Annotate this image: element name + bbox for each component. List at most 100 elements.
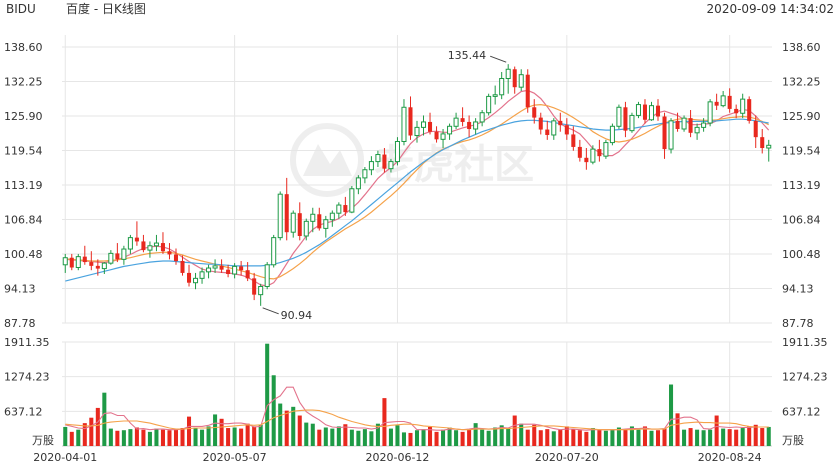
candle <box>623 101 628 138</box>
candle <box>362 167 368 184</box>
price-tick-label-left: 119.54 <box>4 145 43 158</box>
candle-body <box>434 131 439 140</box>
volume-bar <box>636 429 641 446</box>
price-tick-label-left: 100.48 <box>4 248 43 261</box>
candle-body <box>277 193 283 239</box>
candle-body <box>121 248 127 260</box>
candle-body <box>186 272 192 283</box>
candle-body <box>219 265 224 270</box>
candle-body <box>440 133 446 140</box>
candle <box>134 221 139 246</box>
candle-body <box>252 278 257 295</box>
candle <box>609 123 615 146</box>
volume-bar <box>571 429 576 446</box>
volume-bar <box>121 430 126 446</box>
candle-body <box>388 161 394 170</box>
candle-body <box>460 118 465 122</box>
volume-bar <box>551 431 556 446</box>
candle <box>434 126 439 143</box>
candle <box>310 207 316 233</box>
annotation-low-label: 90.94 <box>281 309 313 322</box>
annotation-leader <box>490 55 507 63</box>
candle <box>499 71 505 100</box>
volume-bar <box>375 423 380 446</box>
candle-body <box>720 95 726 107</box>
candle <box>564 118 569 140</box>
volume-bar <box>447 427 452 446</box>
candle <box>440 129 446 149</box>
candle-body <box>212 265 218 269</box>
candle-body <box>258 286 264 296</box>
candle <box>153 234 159 252</box>
candle <box>720 90 726 108</box>
x-tick-label: 2020-07-20 <box>535 451 599 464</box>
volume-bar <box>525 429 530 446</box>
volume-bar <box>740 428 745 446</box>
volume-bar <box>675 413 680 446</box>
candle <box>180 255 185 276</box>
candle <box>394 137 400 166</box>
price-tick-label-left: 87.78 <box>4 317 36 330</box>
price-y-axis-left: 138.60 132.25 125.90 119.54 113.19 106.84 100.… <box>4 41 43 330</box>
candle-body <box>408 107 413 136</box>
candle <box>160 232 165 254</box>
candle <box>460 107 465 127</box>
candle-body <box>701 122 707 128</box>
volume-bar <box>343 424 348 446</box>
candle-body <box>173 254 179 261</box>
candle <box>760 129 765 154</box>
candle-body <box>193 277 199 284</box>
candle <box>382 148 387 173</box>
candle <box>642 99 648 124</box>
candle-body <box>323 219 329 229</box>
candle <box>629 112 635 133</box>
candle <box>297 202 302 241</box>
annotation-leader <box>262 307 279 315</box>
volume-bar <box>480 429 485 446</box>
candle <box>707 99 713 127</box>
volume-bar <box>584 431 589 446</box>
price-ma10-line <box>65 103 769 280</box>
candle-body <box>349 188 355 213</box>
candle-body <box>89 262 94 266</box>
candle <box>62 253 68 273</box>
candle-body <box>538 117 543 130</box>
volume-bar <box>265 343 270 446</box>
volume-bar <box>226 428 231 446</box>
volume-bar <box>128 429 133 446</box>
volume-bar <box>473 423 478 446</box>
volume-bar <box>649 430 654 446</box>
x-tick-label: 2020-06-12 <box>365 451 429 464</box>
annotation-high-label: 135.44 <box>448 49 487 62</box>
candle <box>525 69 530 113</box>
volume-bar <box>629 426 634 446</box>
candle <box>317 207 322 231</box>
candle-body <box>62 257 68 266</box>
volume-bar <box>616 427 621 446</box>
candle-body <box>336 204 342 214</box>
volume-bars <box>63 343 771 446</box>
candle-body <box>101 262 107 270</box>
candle-body <box>362 169 368 179</box>
candle <box>577 139 582 162</box>
candle-body <box>115 253 120 260</box>
candle-body <box>297 213 302 236</box>
candle <box>336 202 342 219</box>
candle <box>252 272 257 301</box>
candle <box>486 93 492 116</box>
candle <box>590 145 596 165</box>
volume-bar <box>186 416 192 446</box>
volume-bar <box>545 429 550 446</box>
candle-body <box>642 104 648 120</box>
volume-bar <box>349 429 354 446</box>
price-tick-label-right: 94.13 <box>782 283 814 296</box>
candle <box>747 96 752 124</box>
candle-body <box>453 117 459 127</box>
candle <box>467 115 472 138</box>
x-axis: 2020-04-01 2020-05-07 2020-06-12 2020-07-20… <box>33 451 761 464</box>
volume-tick-label-left: 637.12 <box>4 405 43 418</box>
candle <box>147 241 153 258</box>
candle-body <box>668 120 674 150</box>
candle <box>75 253 81 271</box>
volume-bar <box>369 431 374 446</box>
